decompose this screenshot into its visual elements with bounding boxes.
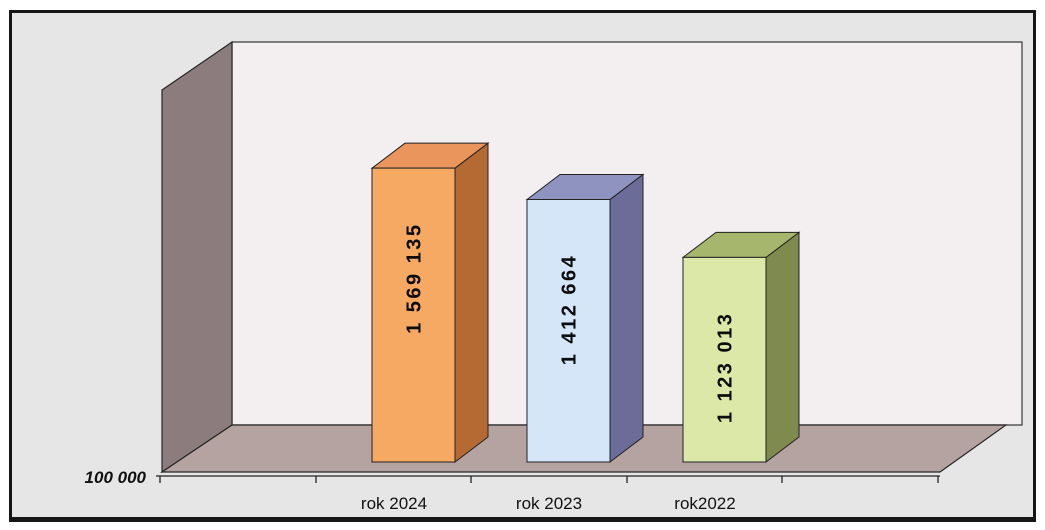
bar-side-face xyxy=(454,142,489,464)
bar-rok-2024: 1 569 135 xyxy=(370,142,490,464)
bar-value-label: 1 569 135 xyxy=(404,222,426,333)
bar-side-face xyxy=(765,231,800,464)
x-axis-ticks xyxy=(159,476,939,483)
bar-rok-2023: 1 412 664 xyxy=(525,173,645,464)
bar-front-face xyxy=(371,167,456,463)
bar-side-face xyxy=(609,173,644,464)
category-label: rok 2024 xyxy=(361,494,427,513)
category-label: rok2022 xyxy=(674,494,735,513)
chart-left-wall xyxy=(161,40,233,474)
bar-front-face xyxy=(526,198,611,463)
category-label: rok 2023 xyxy=(516,494,582,513)
bar-rok2022: 1 123 013 xyxy=(681,231,801,464)
bar-front-face xyxy=(682,256,767,463)
bar-value-label: 1 412 664 xyxy=(559,254,581,365)
y-axis-tick-label: 100 000 xyxy=(85,468,147,487)
bar-value-label: 1 123 013 xyxy=(715,312,737,423)
